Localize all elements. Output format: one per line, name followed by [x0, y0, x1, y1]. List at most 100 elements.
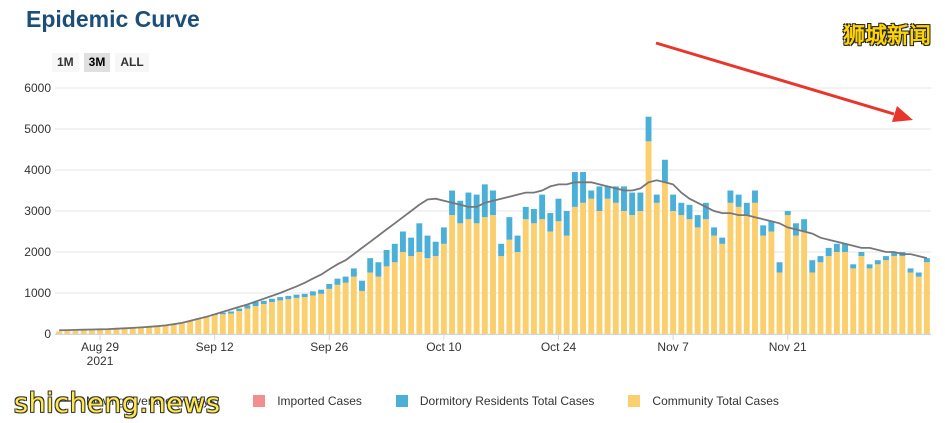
community-bar[interactable]: [138, 327, 144, 334]
dormitory-bar[interactable]: [391, 243, 398, 263]
community-bar[interactable]: [334, 284, 341, 334]
community-bar[interactable]: [686, 219, 693, 334]
community-bar[interactable]: [915, 276, 922, 334]
community-bar[interactable]: [612, 202, 619, 334]
community-bar[interactable]: [359, 290, 365, 334]
legend-imported[interactable]: Imported Cases: [253, 394, 362, 408]
community-bar[interactable]: [97, 329, 103, 334]
dormitory-bar[interactable]: [604, 186, 611, 199]
community-bar[interactable]: [129, 327, 136, 334]
community-bar[interactable]: [645, 141, 652, 334]
community-bar[interactable]: [563, 235, 570, 334]
community-bar[interactable]: [522, 219, 529, 334]
community-bar[interactable]: [653, 202, 660, 334]
dormitory-bar[interactable]: [776, 262, 783, 273]
dormitory-bar[interactable]: [506, 217, 513, 240]
community-bar[interactable]: [776, 272, 783, 335]
dormitory-bar[interactable]: [784, 211, 791, 216]
dormitory-bar[interactable]: [801, 219, 808, 232]
dormitory-bar[interactable]: [408, 237, 415, 257]
community-bar[interactable]: [604, 198, 611, 334]
community-bar[interactable]: [105, 329, 112, 334]
dormitory-bar[interactable]: [309, 291, 316, 296]
dormitory-bar[interactable]: [277, 297, 284, 301]
dormitory-bar[interactable]: [555, 198, 562, 222]
community-bar[interactable]: [80, 330, 87, 334]
community-bar[interactable]: [727, 202, 734, 334]
community-bar[interactable]: [391, 262, 398, 334]
community-bar[interactable]: [252, 306, 259, 334]
community-bar[interactable]: [301, 297, 308, 334]
dormitory-bar[interactable]: [670, 194, 677, 211]
community-bar[interactable]: [195, 318, 202, 334]
dormitory-bar[interactable]: [473, 194, 480, 224]
community-bar[interactable]: [842, 252, 848, 334]
community-bar[interactable]: [170, 324, 177, 334]
dormitory-bar[interactable]: [465, 192, 472, 220]
dormitory-bar[interactable]: [269, 298, 275, 303]
community-bar[interactable]: [629, 215, 636, 334]
community-bar[interactable]: [203, 316, 210, 334]
dormitory-bar[interactable]: [842, 243, 848, 252]
community-bar[interactable]: [481, 217, 488, 334]
dormitory-bar[interactable]: [326, 283, 333, 289]
community-bar[interactable]: [530, 223, 537, 334]
dormitory-bar[interactable]: [399, 231, 406, 253]
community-bar[interactable]: [187, 320, 194, 334]
dormitory-bar[interactable]: [342, 276, 349, 283]
community-bar[interactable]: [555, 221, 562, 334]
community-bar[interactable]: [874, 264, 881, 334]
dormitory-bar[interactable]: [645, 116, 652, 142]
dormitory-bar[interactable]: [678, 202, 685, 216]
dormitory-bar[interactable]: [743, 202, 750, 216]
community-bar[interactable]: [539, 219, 546, 334]
community-bar[interactable]: [473, 223, 480, 334]
dormitory-bar[interactable]: [850, 264, 857, 269]
community-bar[interactable]: [694, 227, 701, 334]
dormitory-bar[interactable]: [293, 294, 300, 298]
community-bar[interactable]: [801, 231, 808, 335]
community-bar[interactable]: [702, 219, 709, 334]
community-bar[interactable]: [449, 215, 456, 334]
community-bar[interactable]: [923, 262, 930, 334]
community-bar[interactable]: [88, 329, 95, 334]
dormitory-bar[interactable]: [661, 159, 668, 183]
community-bar[interactable]: [350, 276, 357, 334]
dormitory-bar[interactable]: [637, 192, 644, 211]
dormitory-bar[interactable]: [612, 186, 619, 203]
community-bar[interactable]: [768, 231, 775, 335]
dormitory-bar[interactable]: [735, 194, 742, 207]
dormitory-bar[interactable]: [596, 186, 603, 211]
community-bar[interactable]: [211, 315, 218, 334]
community-bar[interactable]: [408, 256, 415, 334]
community-bar[interactable]: [547, 231, 554, 335]
dormitory-bar[interactable]: [702, 202, 709, 220]
dormitory-bar[interactable]: [416, 223, 423, 252]
dormitory-bar[interactable]: [580, 172, 587, 203]
dormitory-bar[interactable]: [883, 256, 889, 261]
dormitory-bar[interactable]: [359, 280, 365, 291]
community-bar[interactable]: [743, 215, 750, 334]
community-bar[interactable]: [784, 215, 791, 334]
community-bar[interactable]: [735, 206, 742, 334]
dormitory-bar[interactable]: [228, 311, 234, 314]
community-bar[interactable]: [244, 308, 251, 334]
community-bar[interactable]: [269, 302, 275, 334]
community-bar[interactable]: [506, 239, 513, 334]
dormitory-bar[interactable]: [866, 264, 873, 269]
dormitory-bar[interactable]: [825, 247, 832, 257]
zoom-all-button[interactable]: ALL: [115, 53, 149, 72]
community-bar[interactable]: [367, 272, 374, 335]
community-bar[interactable]: [162, 325, 169, 334]
community-bar[interactable]: [621, 211, 627, 334]
community-bar[interactable]: [399, 252, 406, 334]
community-bar[interactable]: [792, 235, 799, 334]
legend-dormitory[interactable]: Dormitory Residents Total Cases: [395, 394, 594, 408]
dormitory-bar[interactable]: [907, 268, 914, 273]
zoom-3m-button[interactable]: 3M: [83, 53, 111, 72]
community-bar[interactable]: [891, 256, 898, 334]
dormitory-bar[interactable]: [301, 293, 308, 298]
dormitory-bar[interactable]: [588, 190, 595, 199]
community-bar[interactable]: [637, 211, 644, 334]
dormitory-bar[interactable]: [711, 227, 717, 236]
